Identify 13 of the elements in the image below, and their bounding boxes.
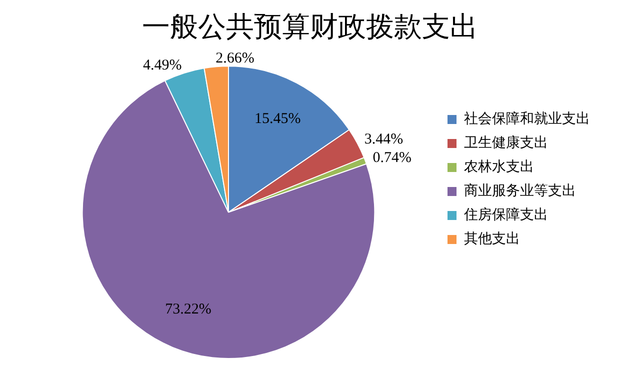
data-label: 3.44% [364,131,404,148]
chart-title: 一般公共预算财政拨款支出 [142,12,478,44]
data-label: 2.66% [216,50,254,67]
data-label: 4.49% [142,57,182,74]
legend-label: 住房保障支出 [463,207,548,224]
data-label: 15.45% [254,111,301,128]
legend-label: 社会保障和就业支出 [464,111,590,128]
legend-label: 农林水支出 [464,159,534,176]
legend-label: 其他支出 [464,231,520,248]
data-label: 73.22% [165,302,212,318]
legend-label: 商业服务业等支出 [464,183,576,200]
data-label: 0.74% [372,150,412,166]
legend-label: 卫生健康支出 [464,135,548,152]
